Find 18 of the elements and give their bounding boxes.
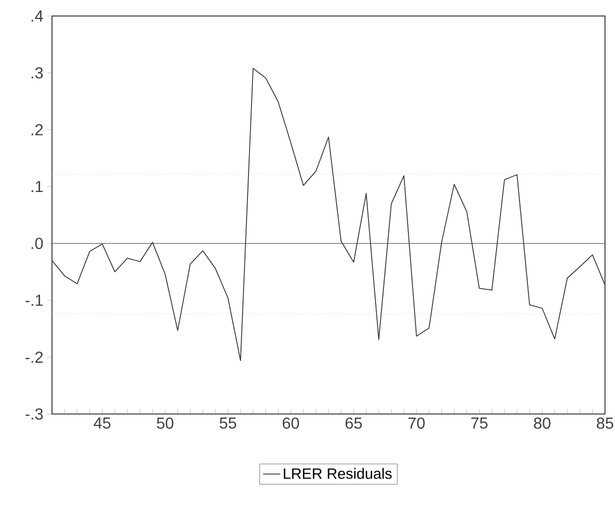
- y-tick-label: -.3: [26, 408, 43, 420]
- legend-label: LRER Residuals: [284, 468, 392, 479]
- y-tick-label: .3: [32, 67, 43, 78]
- x-tick-label: 70: [408, 418, 425, 429]
- y-tick-label: .0: [32, 238, 43, 250]
- x-tick-label: 75: [471, 418, 488, 429]
- y-tick-label: -.2: [26, 352, 43, 363]
- x-tick-label: 80: [534, 418, 550, 429]
- y-tick-label: -.1: [26, 294, 43, 306]
- x-tick-label: 85: [596, 418, 614, 429]
- y-tick-label: .2: [32, 124, 43, 136]
- x-tick-label: 45: [94, 418, 110, 429]
- y-tick-label: .4: [32, 10, 44, 22]
- x-tick-label: 50: [156, 418, 174, 429]
- x-tick-label: 55: [220, 418, 236, 429]
- x-tick-label: 65: [346, 418, 362, 429]
- y-tick-label: .1: [32, 181, 43, 192]
- x-tick-label: 60: [282, 418, 300, 429]
